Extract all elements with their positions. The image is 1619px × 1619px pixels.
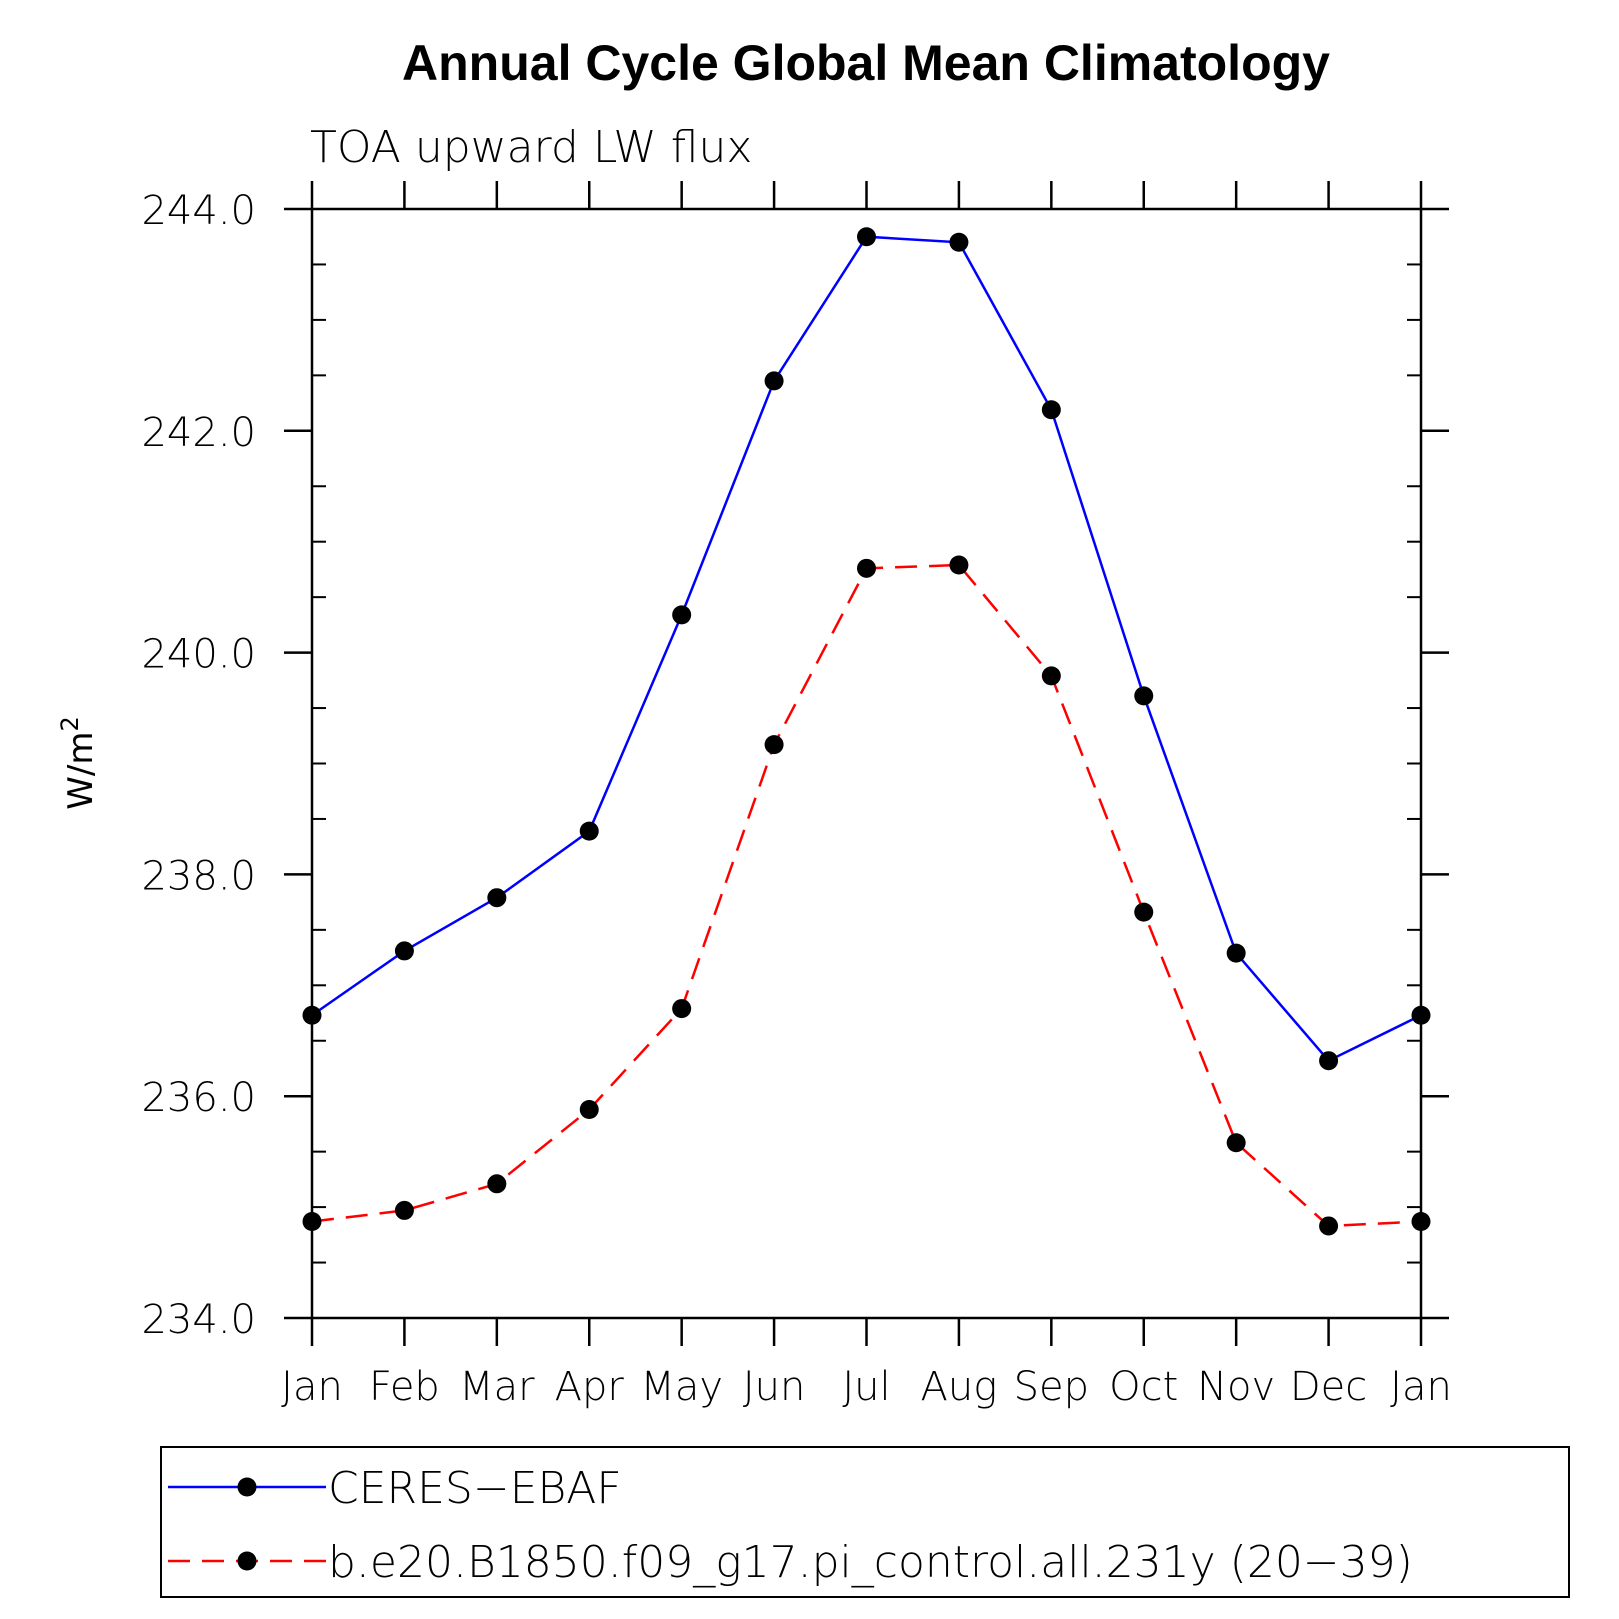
data-point xyxy=(1041,400,1061,420)
y-tick-label: 242.0 xyxy=(141,410,256,456)
y-tick-label: 240.0 xyxy=(141,632,256,678)
data-point xyxy=(302,1212,322,1232)
y-tick-label: 238.0 xyxy=(141,853,256,899)
data-point xyxy=(1226,1133,1246,1153)
x-tick-label: Mar xyxy=(459,1364,535,1410)
data-point xyxy=(579,821,599,841)
y-axis-label-main: W/m xyxy=(61,732,101,810)
data-point xyxy=(487,1174,507,1194)
x-tick-label: Feb xyxy=(369,1364,440,1410)
data-point xyxy=(949,232,969,252)
x-tick-label: Jan xyxy=(281,1364,343,1410)
data-point xyxy=(487,888,507,908)
y-tick-label: 236.0 xyxy=(141,1075,256,1121)
plot-frame xyxy=(310,207,1423,1320)
data-point xyxy=(764,735,784,755)
x-tick-label: Jul xyxy=(842,1364,890,1410)
x-tick-label: Apr xyxy=(555,1364,625,1410)
x-tick-label: May xyxy=(640,1364,723,1410)
legend: CERES−EBAF b.e20.B1850.f09_g17.pi_control… xyxy=(160,1446,1570,1598)
chart-title: Annual Cycle Global Mean Climatology xyxy=(402,35,1330,91)
data-point xyxy=(672,999,692,1019)
series-line-2 xyxy=(311,563,1422,1228)
y-axis-label-superscript: 2 xyxy=(56,716,84,731)
data-point xyxy=(1411,1212,1431,1232)
chart-subtitle: TOA upward LW flux xyxy=(310,122,752,173)
x-tick-label: Jan xyxy=(1390,1364,1452,1410)
data-point xyxy=(1134,686,1154,706)
legend-label-2: b.e20.B1850.f09_g17.pi_control.all.231y … xyxy=(328,1537,1413,1588)
legend-label-1: CERES−EBAF xyxy=(328,1463,622,1514)
data-point xyxy=(1041,666,1061,686)
data-point xyxy=(1411,1005,1431,1025)
data-point xyxy=(857,227,876,247)
data-point xyxy=(302,1005,322,1025)
data-point xyxy=(579,1100,599,1120)
data-point xyxy=(949,555,969,575)
legend-box xyxy=(160,1446,1570,1598)
data-point xyxy=(394,941,414,961)
data-point xyxy=(1319,1216,1339,1236)
data-point xyxy=(1134,902,1154,922)
data-point xyxy=(1319,1051,1339,1071)
data-point xyxy=(857,558,876,578)
x-tick-label: Aug xyxy=(921,1364,998,1410)
data-point xyxy=(394,1200,414,1220)
y-tick-label: 234.0 xyxy=(141,1297,256,1343)
x-tick-label: Dec xyxy=(1290,1364,1367,1410)
y-tick-label: 244.0 xyxy=(141,188,256,234)
y-axis-label: W/m2 xyxy=(56,716,101,809)
data-point xyxy=(764,371,784,391)
x-tick-label: Oct xyxy=(1109,1364,1178,1410)
data-point xyxy=(1226,943,1246,963)
series-layer xyxy=(302,227,1431,1236)
legend-marker xyxy=(237,1477,257,1497)
x-tick-label: Jun xyxy=(743,1364,806,1410)
series-line-1 xyxy=(311,235,1422,1063)
axes: Jan Feb Mar Apr May Jun Jul Aug Sep Oct Nov Dec Jan 2… xyxy=(141,181,1452,1410)
x-tick-label: Nov xyxy=(1197,1364,1275,1410)
data-point xyxy=(672,605,692,625)
x-tick-label: Sep xyxy=(1014,1364,1089,1410)
legend-marker xyxy=(237,1551,257,1571)
